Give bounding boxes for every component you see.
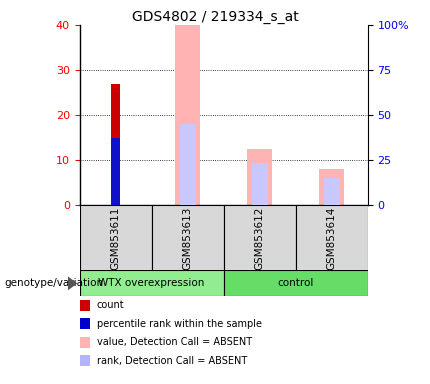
Bar: [80, 205, 151, 271]
Bar: [111, 84, 120, 205]
Text: GSM853611: GSM853611: [111, 206, 120, 270]
Bar: [324, 178, 340, 205]
Text: count: count: [97, 300, 124, 310]
Text: value, Detection Call = ABSENT: value, Detection Call = ABSENT: [97, 337, 252, 347]
Text: GDS4802 / 219334_s_at: GDS4802 / 219334_s_at: [132, 10, 298, 23]
Bar: [319, 169, 344, 205]
Text: rank, Detection Call = ABSENT: rank, Detection Call = ABSENT: [97, 356, 247, 366]
Bar: [180, 124, 196, 205]
Bar: [247, 149, 272, 205]
Bar: [175, 25, 200, 205]
Bar: [224, 270, 368, 296]
Text: WTX overexpression: WTX overexpression: [98, 278, 205, 288]
Bar: [111, 138, 120, 205]
Bar: [296, 205, 368, 271]
Text: GSM853613: GSM853613: [183, 206, 193, 270]
Bar: [80, 300, 90, 311]
Polygon shape: [68, 276, 77, 290]
Bar: [252, 162, 267, 205]
Text: genotype/variation: genotype/variation: [4, 278, 104, 288]
Text: control: control: [277, 278, 314, 288]
Text: GSM853614: GSM853614: [327, 206, 337, 270]
Bar: [80, 270, 224, 296]
Text: percentile rank within the sample: percentile rank within the sample: [97, 319, 262, 329]
Bar: [80, 337, 90, 348]
Bar: [224, 205, 296, 271]
Bar: [151, 205, 224, 271]
Text: GSM853612: GSM853612: [255, 206, 264, 270]
Bar: [80, 355, 90, 366]
Bar: [80, 318, 90, 329]
